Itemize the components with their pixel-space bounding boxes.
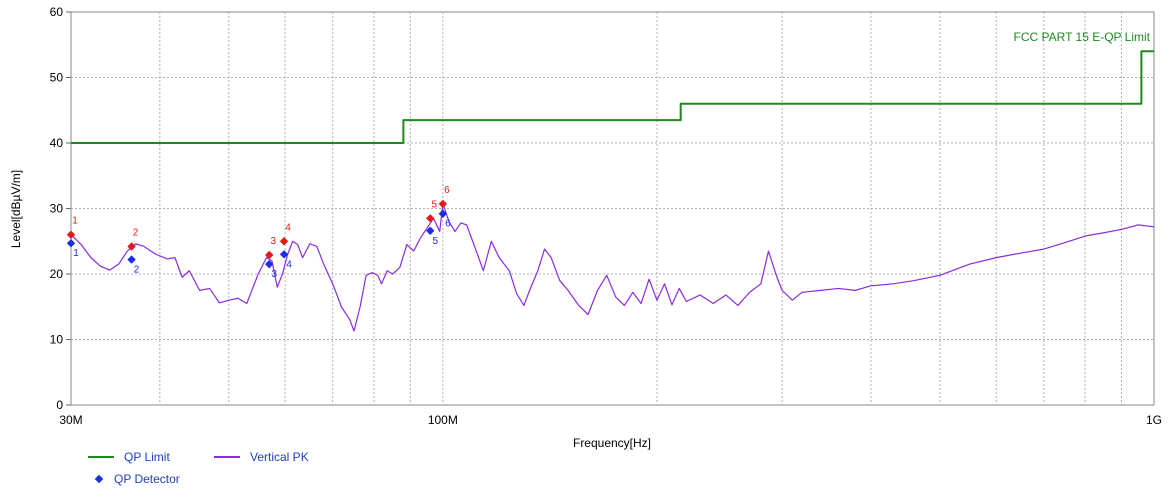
peak-marker-label: 5 [431,199,437,210]
y-tick-label: 50 [50,71,64,85]
x-axis-title: Frequency[Hz] [573,436,651,450]
y-tick-label: 40 [50,136,64,150]
x-tick-label: 1G [1146,413,1162,427]
qp-detector-label: 2 [134,265,140,276]
peak-marker [426,214,435,223]
y-tick-label: 60 [50,5,64,19]
qp-detector-marker [66,239,76,248]
peak-marker-label: 6 [444,185,450,196]
legend: QP Limit Vertical PK QP Detector [88,450,408,494]
y-tick-label: 10 [50,333,64,347]
y-tick-label: 20 [50,267,64,281]
y-axis-title: Level[dBµV/m] [9,170,23,248]
legend-label-qp-detector: QP Detector [114,472,180,486]
qp-detector-label: 3 [271,269,277,280]
peak-marker [279,237,289,246]
qp-detector-marker [438,209,448,218]
qp-limit-swatch [88,456,114,458]
peak-marker [127,242,136,251]
peak-marker [265,250,274,260]
vertical-pk-trace [70,202,1155,332]
peak-marker-label: 4 [285,222,291,233]
peak-marker-label: 1 [72,216,78,227]
y-tick-label: 0 [56,398,63,412]
qp-detector-marker [279,250,289,259]
peak-marker-label: 2 [133,227,139,238]
x-tick-labels: 30M 100M 1G [59,413,1162,427]
series-layer [70,50,1155,332]
grid [71,12,1154,405]
peak-marker [66,230,76,239]
vertical-pk-swatch [214,456,240,458]
y-tick-label: 30 [50,202,64,216]
qp-detector-marker [426,226,435,235]
qp-detector-label: 4 [286,259,292,270]
legend-item-vertical-pk: Vertical PK [214,450,309,464]
x-tick-label: 100M [428,413,458,427]
qp-detector-marker [127,255,136,264]
legend-item-qp-limit: QP Limit [88,450,170,464]
peak-marker [438,199,448,209]
legend-label-qp-limit: QP Limit [124,450,170,464]
legend-item-qp-detector: QP Detector [88,472,180,486]
peak-marker-label: 3 [270,236,276,247]
qp-detector-label: 5 [432,236,438,247]
qp-limit-line [71,50,1154,144]
qp-detector-diamond-icon [94,474,104,484]
qp-detector-label: 1 [73,248,79,259]
limit-annotation: FCC PART 15 E-QP Limit [1014,30,1151,44]
legend-label-vertical-pk: Vertical PK [250,450,309,464]
x-tick-label: 30M [59,413,82,427]
qp-detector-label: 6 [445,219,451,230]
qp-detector-marker [265,259,274,269]
y-tick-labels: 0 10 20 30 40 50 60 [50,5,71,412]
